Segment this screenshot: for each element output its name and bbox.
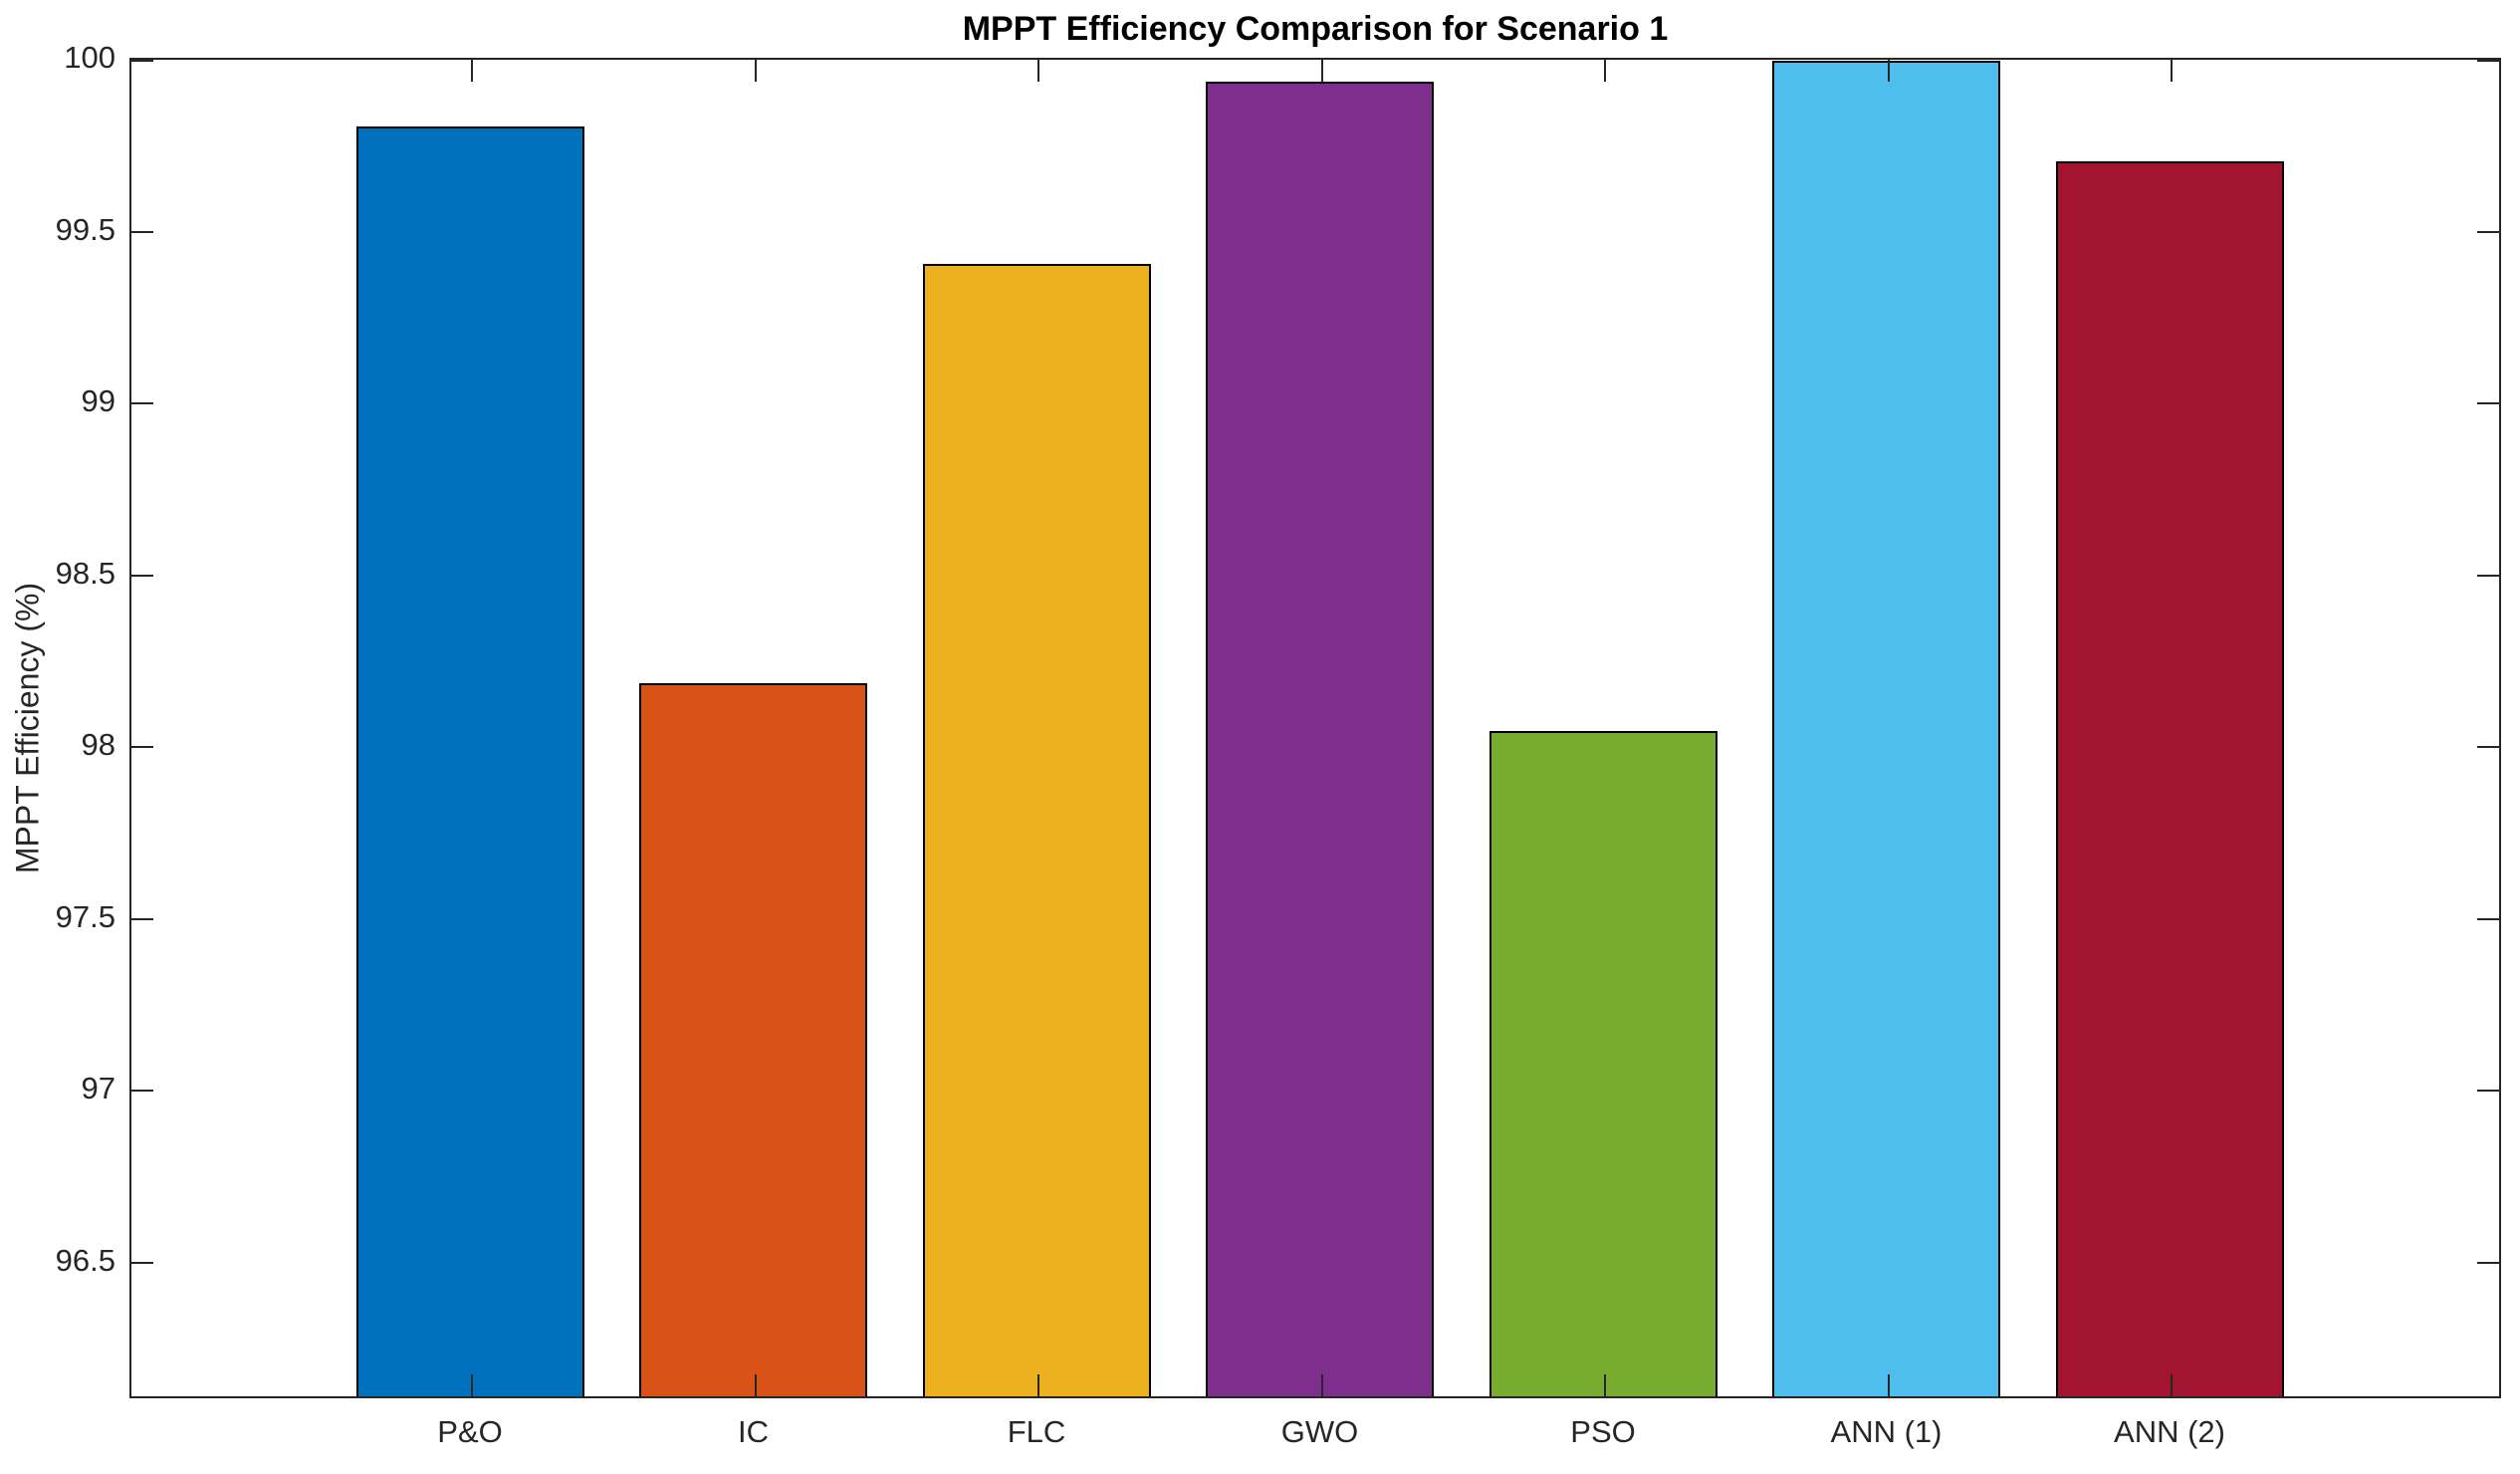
bar-ic bbox=[639, 683, 867, 1398]
x-tick-label-ic: IC bbox=[738, 1414, 769, 1449]
y-tick-label-98.5: 98.5 bbox=[55, 555, 115, 591]
bar-gwo bbox=[1206, 82, 1434, 1398]
y-tick-label-97: 97 bbox=[81, 1071, 115, 1106]
bar-ann-1 bbox=[1772, 61, 2000, 1398]
y-tick-label-100: 100 bbox=[64, 40, 115, 75]
x-tick-label-flc: FLC bbox=[1007, 1414, 1066, 1449]
y-tick-label-98: 98 bbox=[81, 727, 115, 763]
plot-area-bars bbox=[129, 58, 2501, 1398]
bar-p-o bbox=[355, 126, 584, 1398]
x-tick-label-p-o: P&O bbox=[437, 1414, 503, 1449]
bar-ann-2 bbox=[2055, 160, 2284, 1398]
bar-pso bbox=[1489, 731, 1718, 1398]
x-tick-label-ann-2: ANN (2) bbox=[2114, 1414, 2225, 1449]
y-tick-label-97.5: 97.5 bbox=[55, 898, 115, 934]
chart-title: MPPT Efficiency Comparison for Scenario … bbox=[962, 10, 1669, 48]
x-tick-label-gwo: GWO bbox=[1280, 1414, 1359, 1449]
bar-flc bbox=[922, 264, 1151, 1398]
y-tick-label-99.5: 99.5 bbox=[55, 211, 115, 247]
y-tick-label-96.5: 96.5 bbox=[55, 1242, 115, 1278]
x-tick-label-pso: PSO bbox=[1570, 1414, 1636, 1449]
x-tick-label-ann-1: ANN (1) bbox=[1830, 1414, 1943, 1449]
y-tick-label-99: 99 bbox=[81, 383, 115, 419]
